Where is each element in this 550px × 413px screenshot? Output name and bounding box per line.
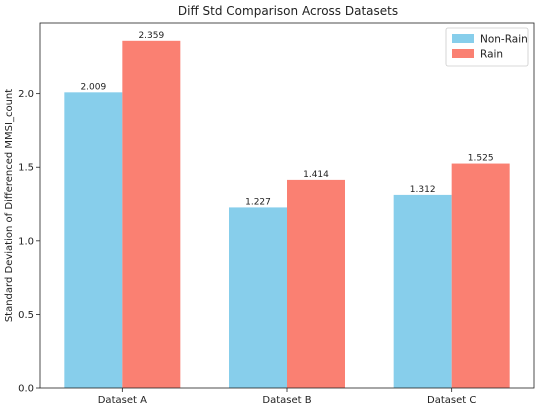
legend-label-non-rain: Non-Rain (480, 34, 528, 46)
data-label: 1.227 (245, 197, 271, 207)
bar-rain-dataset-c (451, 163, 510, 388)
axes-frame (39, 22, 535, 389)
bar-non-rain-dataset-b (229, 207, 287, 388)
bar-non-rain-dataset-a (64, 92, 123, 389)
bar-non-rain-dataset-c (393, 194, 452, 388)
legend: Non-Rain Rain (445, 27, 529, 67)
x-tick-label: Dataset A (98, 395, 147, 406)
bar-rain-dataset-a (122, 40, 181, 388)
y-tick-label: 1.5 (18, 163, 34, 174)
bar-rain-dataset-b (287, 179, 345, 388)
x-tick-label: Dataset C (427, 395, 476, 406)
data-label: 2.359 (138, 31, 164, 41)
y-tick-label: 2.0 (18, 89, 34, 100)
y-tick-label: 0.0 (18, 384, 34, 395)
legend-label-rain: Rain (480, 49, 503, 61)
data-label: 1.414 (303, 170, 329, 180)
legend-swatch-rain (452, 49, 474, 58)
x-tick-label: Dataset B (262, 395, 311, 406)
plot-area: 2.009 2.359 Dataset A 1.227 1.414 Dataset B 1.… (18, 22, 535, 406)
data-label: 1.525 (468, 154, 494, 164)
legend-swatch-non-rain (452, 34, 474, 43)
data-label: 1.312 (410, 185, 436, 195)
data-label: 2.009 (80, 82, 106, 92)
y-axis-label: Standard Deviation of Differenced MMSI_c… (4, 89, 15, 322)
y-tick-label: 1.0 (18, 236, 34, 247)
chart-title: Diff Std Comparison Across Datasets (178, 4, 398, 18)
y-tick-label: 0.5 (18, 310, 34, 321)
